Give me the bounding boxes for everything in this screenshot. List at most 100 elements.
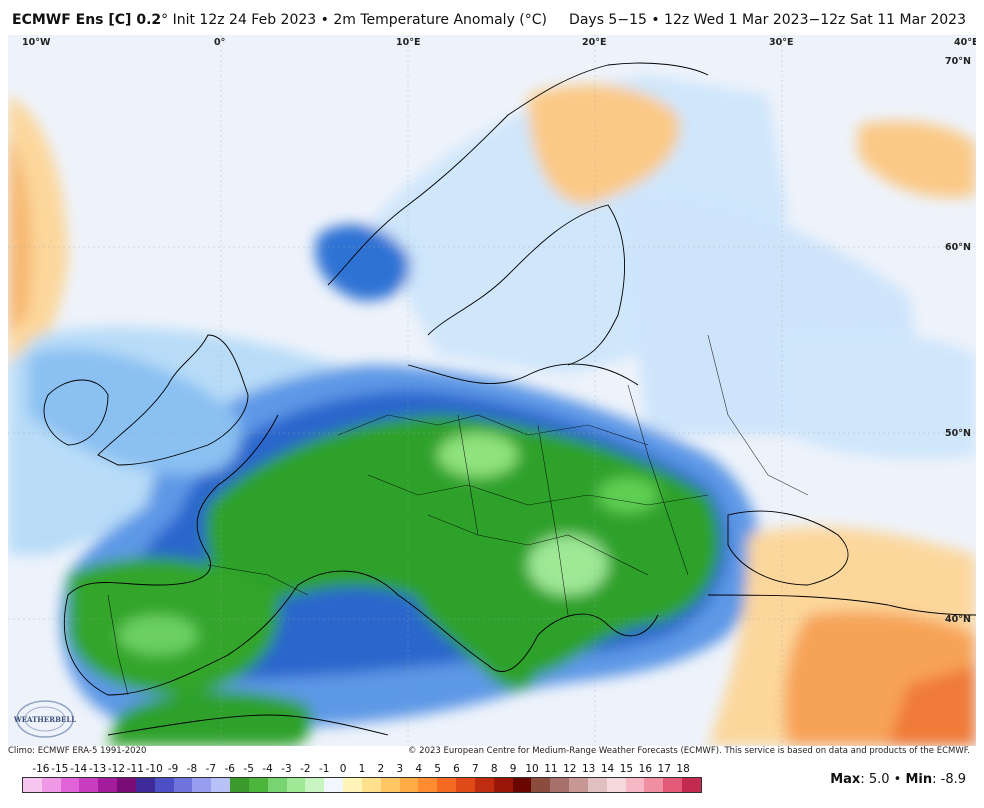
colorbar-label: 2 xyxy=(377,763,385,775)
colorbar-swatch xyxy=(23,778,42,792)
colorbar-label: -15 xyxy=(51,763,69,775)
weatherbell-logo: WEATHERBELL xyxy=(14,700,76,738)
colorbar-swatch xyxy=(248,778,268,792)
forecast-period: Days 5−15 • 12z Wed 1 Mar 2023−12z Sat 1… xyxy=(569,12,966,28)
svg-text:WEATHERBELL: WEATHERBELL xyxy=(14,715,76,724)
warm-area-west-outer xyxy=(8,135,32,335)
colorbar-label: 9 xyxy=(509,763,517,775)
colorbar-swatch xyxy=(98,778,118,792)
colorbar-swatch xyxy=(456,778,475,792)
colorbar-swatch xyxy=(587,778,607,792)
warm-area-arctic xyxy=(528,84,680,205)
map-svg[interactable] xyxy=(8,35,976,746)
colorbar-label: -5 xyxy=(243,763,254,775)
colorbar-label: -10 xyxy=(145,763,163,775)
light-blue-east xyxy=(778,331,976,459)
colorbar-swatch xyxy=(380,778,400,792)
init-description: ° Init 12z 24 Feb 2023 • 2m Temperature … xyxy=(161,12,548,28)
colorbar-swatch xyxy=(606,778,626,792)
lon-label-10w: 10°W xyxy=(22,37,51,48)
colorbar-swatch xyxy=(324,778,344,792)
lon-label-0: 0° xyxy=(214,37,226,48)
anomaly-field xyxy=(8,75,976,746)
border-6 xyxy=(627,384,689,576)
colorbar-swatch xyxy=(117,778,136,792)
map-panel[interactable]: 10°W 0° 10°E 20°E 30°E 40°E 70°N 60°N 50… xyxy=(8,35,976,746)
copyright-note: © 2023 European Centre for Medium-Range … xyxy=(407,746,970,756)
colorbar-labels: -16 -15 -14 -13 -12 -11 -10 -9 -8 -7 -6 -5 -4 -3 -2 -1 0… xyxy=(22,763,702,777)
colorbar-swatch xyxy=(343,778,362,792)
colorbar: -16 -15 -14 -13 -12 -11 -10 -9 -8 -7 -6 -5 -4 -3 -2 -1 0… xyxy=(22,763,702,793)
lon-label-10e: 10°E xyxy=(396,37,421,48)
colorbar-label: 18 xyxy=(676,763,690,775)
colorbar-swatch xyxy=(286,778,306,792)
graticule xyxy=(8,35,976,746)
colorbar-label: 10 xyxy=(525,763,539,775)
colorbar-label: -8 xyxy=(186,763,198,775)
colorbar-label: 5 xyxy=(434,763,441,775)
coast-ireland xyxy=(43,379,109,446)
light-green-poland xyxy=(598,477,658,513)
colorbar-label: 6 xyxy=(453,763,460,775)
coast-sweden-finland xyxy=(427,204,625,366)
colorbar-label: 11 xyxy=(544,763,558,775)
colorbar-label: -11 xyxy=(126,763,144,775)
green-area-north-africa xyxy=(108,691,312,746)
border-9 xyxy=(107,594,129,696)
border-4 xyxy=(457,414,479,536)
colorbar-swatch xyxy=(173,778,193,792)
min-value: : -8.9 xyxy=(932,772,966,787)
colorbar-label: 16 xyxy=(638,763,653,775)
colorbar-label: -12 xyxy=(107,763,126,775)
colorbar-swatch xyxy=(305,778,325,792)
colorbar-swatch xyxy=(625,778,645,792)
colorbar-label: -16 xyxy=(32,763,50,775)
coast-west-europe xyxy=(63,414,659,696)
colorbar-swatch xyxy=(60,778,80,792)
colorbar-label: -14 xyxy=(70,763,88,775)
max-value: : 5.0 • xyxy=(860,772,906,787)
colorbar-label: -7 xyxy=(205,763,217,775)
colorbar-swatch xyxy=(437,778,457,792)
colorbar-label: 1 xyxy=(358,763,366,775)
colorbar-swatch xyxy=(267,778,287,792)
lat-label-60n: 60°N xyxy=(945,242,971,253)
lon-label-20e: 20°E xyxy=(582,37,607,48)
border-8 xyxy=(207,564,309,596)
coast-norway xyxy=(327,62,709,286)
colorbar-label: 8 xyxy=(490,763,498,775)
lat-label-50n: 50°N xyxy=(945,428,971,439)
colorbar-swatch xyxy=(154,778,174,792)
colorbar-swatch xyxy=(550,778,570,792)
norway-cold-area xyxy=(315,224,410,301)
colorbar-swatch xyxy=(512,778,532,792)
lon-label-30e: 30°E xyxy=(769,37,794,48)
borders xyxy=(107,334,809,696)
warm-area-northeast xyxy=(858,121,976,198)
lon-label-40e: 40°E xyxy=(954,37,976,48)
lat-label-70n: 70°N xyxy=(945,56,971,67)
colorbar-label: 17 xyxy=(657,763,671,775)
colorbar-label: -4 xyxy=(262,763,273,775)
colorbar-label: -2 xyxy=(300,763,311,775)
colorbar-label: -13 xyxy=(88,763,107,775)
colorbar-label: -9 xyxy=(167,763,179,775)
colorbar-swatch xyxy=(211,778,231,792)
colorbar-swatch xyxy=(192,778,212,792)
header: ECMWF Ens [C] 0.2° Init 12z 24 Feb 2023 … xyxy=(0,0,984,34)
colorbar-label: -1 xyxy=(318,763,330,775)
colorbar-label: 3 xyxy=(396,763,404,775)
coastlines xyxy=(43,62,976,736)
colorbar-swatch xyxy=(399,778,419,792)
model-name: ECMWF Ens [C] 0.2 xyxy=(12,12,162,28)
colorbar-swatch xyxy=(569,778,588,792)
colorbar-swatch xyxy=(230,778,249,792)
colorbar-swatch xyxy=(79,778,99,792)
coast-britain xyxy=(97,334,249,466)
colorbar-label: -3 xyxy=(281,763,292,775)
colorbar-swatch xyxy=(663,778,682,792)
colorbar-label: -6 xyxy=(224,763,236,775)
light-green-balkans xyxy=(528,535,608,595)
colorbar-swatch xyxy=(644,778,664,792)
colorbar-swatch xyxy=(361,778,381,792)
